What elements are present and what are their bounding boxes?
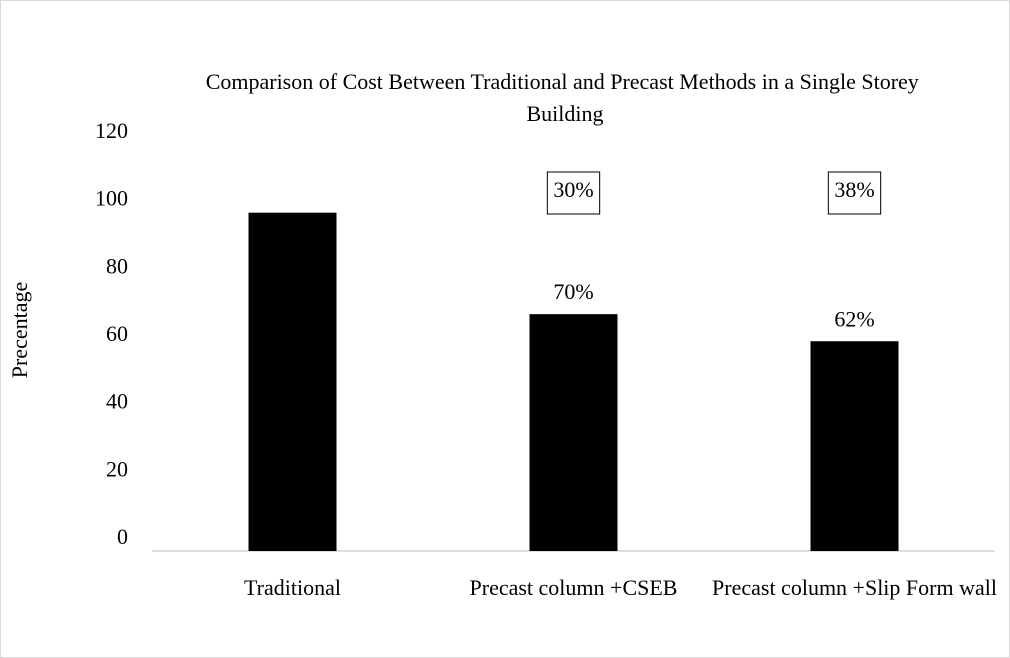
y-tick-label: 100: [95, 186, 128, 211]
data-label: 62%: [834, 306, 874, 331]
annotation: 38%: [834, 177, 874, 202]
y-tick-label: 20: [106, 456, 128, 481]
annotation-box: [546, 171, 601, 215]
y-axis-label: Precentage: [7, 282, 32, 379]
y-tick-label: 40: [106, 389, 128, 414]
x-tick-label: Precast column +Slip Form wall: [712, 575, 997, 600]
annotation-box: [827, 171, 882, 215]
chart-title: Comparison of Cost Between Traditional a…: [206, 69, 925, 126]
y-tick-label: 60: [106, 321, 128, 346]
bar: [810, 341, 899, 551]
bar: [248, 212, 337, 551]
y-tick-label: 80: [106, 253, 128, 278]
bar: [529, 314, 618, 551]
x-tick-label: Traditional: [244, 575, 341, 600]
y-tick-label: 120: [95, 118, 128, 143]
y-tick-label: 0: [117, 524, 128, 549]
data-label: 70%: [553, 279, 593, 304]
annotation: 30%: [553, 177, 593, 202]
x-tick-label: Precast column +CSEB: [470, 575, 678, 600]
